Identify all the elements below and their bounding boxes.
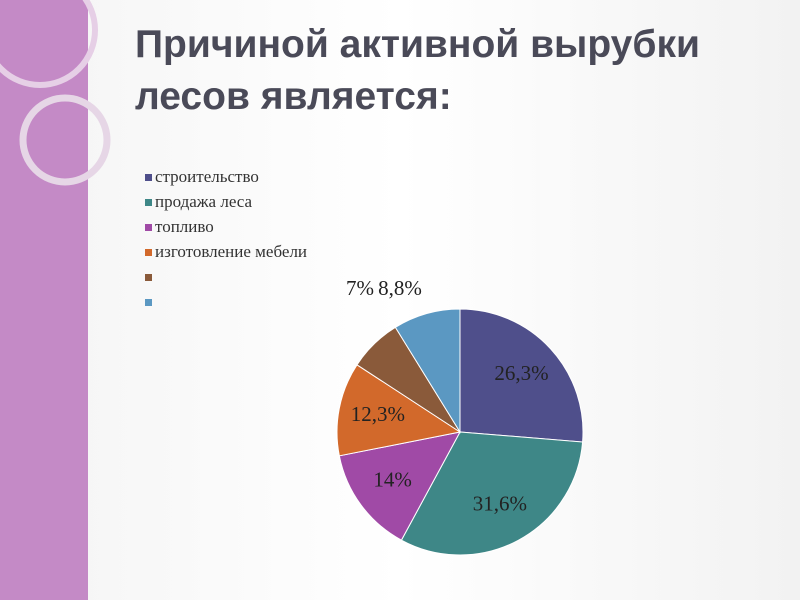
legend-swatch bbox=[145, 174, 152, 181]
pie-slice bbox=[338, 431, 461, 541]
side-strip bbox=[0, 0, 88, 600]
legend-label: топливо bbox=[155, 217, 214, 236]
data-label: 12,3% bbox=[351, 402, 405, 426]
title: Причиной активной вырубки лесов является… bbox=[135, 23, 711, 118]
pie-slice bbox=[336, 364, 462, 457]
chart: строительство продажа леса топливо изготовл… bbox=[145, 167, 584, 556]
legend-swatch bbox=[145, 199, 152, 206]
title-line: Причиной активной вырубки bbox=[135, 23, 700, 66]
data-label: 14% bbox=[373, 467, 412, 491]
pie-slice bbox=[394, 308, 461, 434]
decor-circle bbox=[19, 94, 111, 186]
data-label: 31,6% bbox=[473, 491, 527, 515]
pie-slice bbox=[459, 308, 584, 443]
title-line: лесов является: bbox=[135, 75, 452, 118]
data-label: 26,3% bbox=[494, 361, 548, 385]
legend-swatch bbox=[145, 249, 152, 256]
legend-label: изготовление мебели bbox=[155, 242, 307, 261]
data-label: 8,8% bbox=[378, 276, 422, 300]
legend-label: продажа леса bbox=[155, 192, 253, 211]
decor-circle bbox=[0, 0, 98, 88]
legend-swatch bbox=[145, 274, 152, 281]
legend-swatch bbox=[145, 224, 152, 231]
legend-label: строительство bbox=[155, 167, 259, 186]
pie-slice bbox=[400, 431, 584, 556]
data-label: 7% bbox=[346, 276, 374, 300]
legend-swatch bbox=[145, 299, 152, 306]
